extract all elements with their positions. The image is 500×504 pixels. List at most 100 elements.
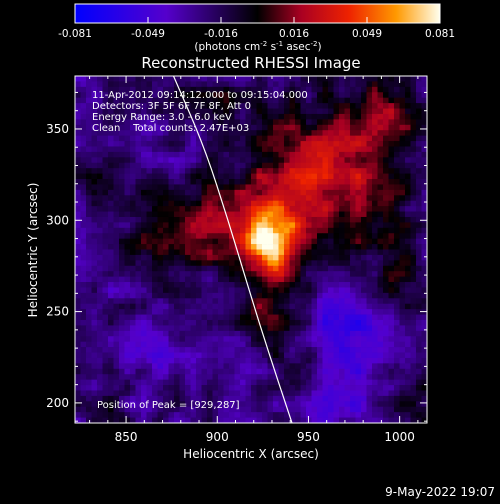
heatmap-cell — [344, 146, 351, 153]
heatmap-cell — [80, 189, 87, 196]
heatmap-cell — [86, 254, 92, 261]
heatmap-cell — [372, 379, 378, 386]
heatmap-cell — [383, 271, 389, 277]
heatmap-cell — [399, 417, 406, 423]
heatmap-cell — [306, 157, 312, 164]
heatmap-cell — [196, 244, 202, 250]
heatmap-cell — [355, 314, 362, 321]
heatmap-cell — [75, 260, 81, 267]
heatmap-cell — [179, 406, 186, 413]
heatmap-cell — [339, 298, 345, 305]
heatmap-cell — [113, 341, 120, 348]
heatmap-cell — [179, 135, 186, 142]
heatmap-cell — [91, 352, 98, 359]
heatmap-cell — [306, 309, 312, 315]
heatmap-cell — [355, 244, 362, 250]
heatmap-cell — [212, 249, 219, 256]
heatmap-cell — [179, 379, 186, 386]
heatmap-cell — [218, 86, 224, 93]
heatmap-cell — [322, 222, 329, 229]
heatmap-cell — [405, 260, 411, 267]
heatmap-cell — [366, 216, 373, 223]
heatmap-cell — [306, 412, 312, 418]
heatmap-cell — [262, 298, 268, 305]
heatmap-cell — [278, 211, 285, 218]
heatmap-cell — [355, 184, 362, 191]
heatmap-cell — [394, 124, 400, 131]
heatmap-cell — [157, 141, 164, 147]
heatmap-cell — [201, 86, 208, 93]
heatmap-cell — [361, 173, 367, 180]
heatmap-cell — [196, 184, 202, 191]
heatmap-cell — [86, 271, 92, 277]
heatmap-cell — [245, 222, 252, 229]
heatmap-cell — [377, 276, 384, 283]
heatmap-cell — [135, 103, 142, 109]
heatmap-cell — [174, 108, 180, 115]
heatmap-cell — [152, 357, 158, 364]
heatmap-cell — [399, 347, 406, 353]
heatmap-cell — [256, 341, 263, 348]
heatmap-cell — [124, 265, 131, 272]
heatmap-cell — [223, 298, 230, 305]
heatmap-cell — [262, 119, 268, 126]
heatmap-cell — [179, 97, 186, 104]
heatmap-cell — [157, 113, 164, 120]
heatmap-cell — [361, 309, 367, 315]
heatmap-cell — [146, 282, 153, 288]
heatmap-cell — [124, 124, 131, 131]
heatmap-cell — [135, 330, 142, 337]
heatmap-cell — [185, 352, 191, 359]
heatmap-cell — [234, 216, 241, 223]
heatmap-cell — [163, 341, 169, 348]
heatmap-cell — [339, 141, 345, 147]
heatmap-cell — [262, 238, 268, 245]
heatmap-cell — [163, 195, 169, 202]
heatmap-cell — [75, 222, 81, 229]
heatmap-cell — [119, 119, 125, 126]
heatmap-cell — [207, 374, 213, 380]
heatmap-cell — [317, 417, 323, 423]
heatmap-cell — [174, 233, 180, 239]
heatmap-cell — [394, 173, 400, 180]
heatmap-cell — [251, 325, 257, 332]
heatmap-cell — [113, 330, 120, 337]
heatmap-cell — [108, 292, 114, 299]
heatmap-cell — [229, 162, 235, 169]
heatmap-cell — [80, 86, 87, 93]
heatmap-cell — [394, 119, 400, 126]
heatmap-cell — [355, 238, 362, 245]
heatmap-cell — [256, 325, 263, 332]
heatmap-cell — [394, 401, 400, 408]
heatmap-cell — [394, 368, 400, 375]
heatmap-cell — [212, 352, 219, 359]
heatmap-cell — [405, 97, 411, 104]
heatmap-cell — [383, 314, 389, 321]
heatmap-cell — [124, 103, 131, 109]
heatmap-cell — [344, 238, 351, 245]
heatmap-cell — [80, 103, 87, 109]
heatmap-cell — [141, 233, 147, 239]
heatmap-cell — [300, 276, 307, 283]
heatmap-cell — [284, 173, 290, 180]
heatmap-cell — [185, 108, 191, 115]
annotation-energy: Energy Range: 3.0 - 6.0 keV — [92, 112, 232, 123]
heatmap-cell — [201, 265, 208, 272]
heatmap-cell — [201, 330, 208, 337]
heatmap-cell — [91, 216, 98, 223]
heatmap-cell — [130, 244, 136, 250]
heatmap-cell — [113, 368, 120, 375]
heatmap-cell — [251, 238, 257, 245]
heatmap-cell — [284, 103, 290, 109]
heatmap-cell — [289, 81, 296, 88]
heatmap-cell — [317, 352, 323, 359]
heatmap-cell — [163, 303, 169, 310]
heatmap-cell — [306, 130, 312, 136]
heatmap-cell — [245, 347, 252, 353]
heatmap-cell — [328, 330, 334, 337]
heatmap-cell — [355, 97, 362, 104]
heatmap-cell — [245, 330, 252, 337]
heatmap-cell — [251, 146, 257, 153]
heatmap-cell — [256, 406, 263, 413]
heatmap-cell — [163, 249, 169, 256]
